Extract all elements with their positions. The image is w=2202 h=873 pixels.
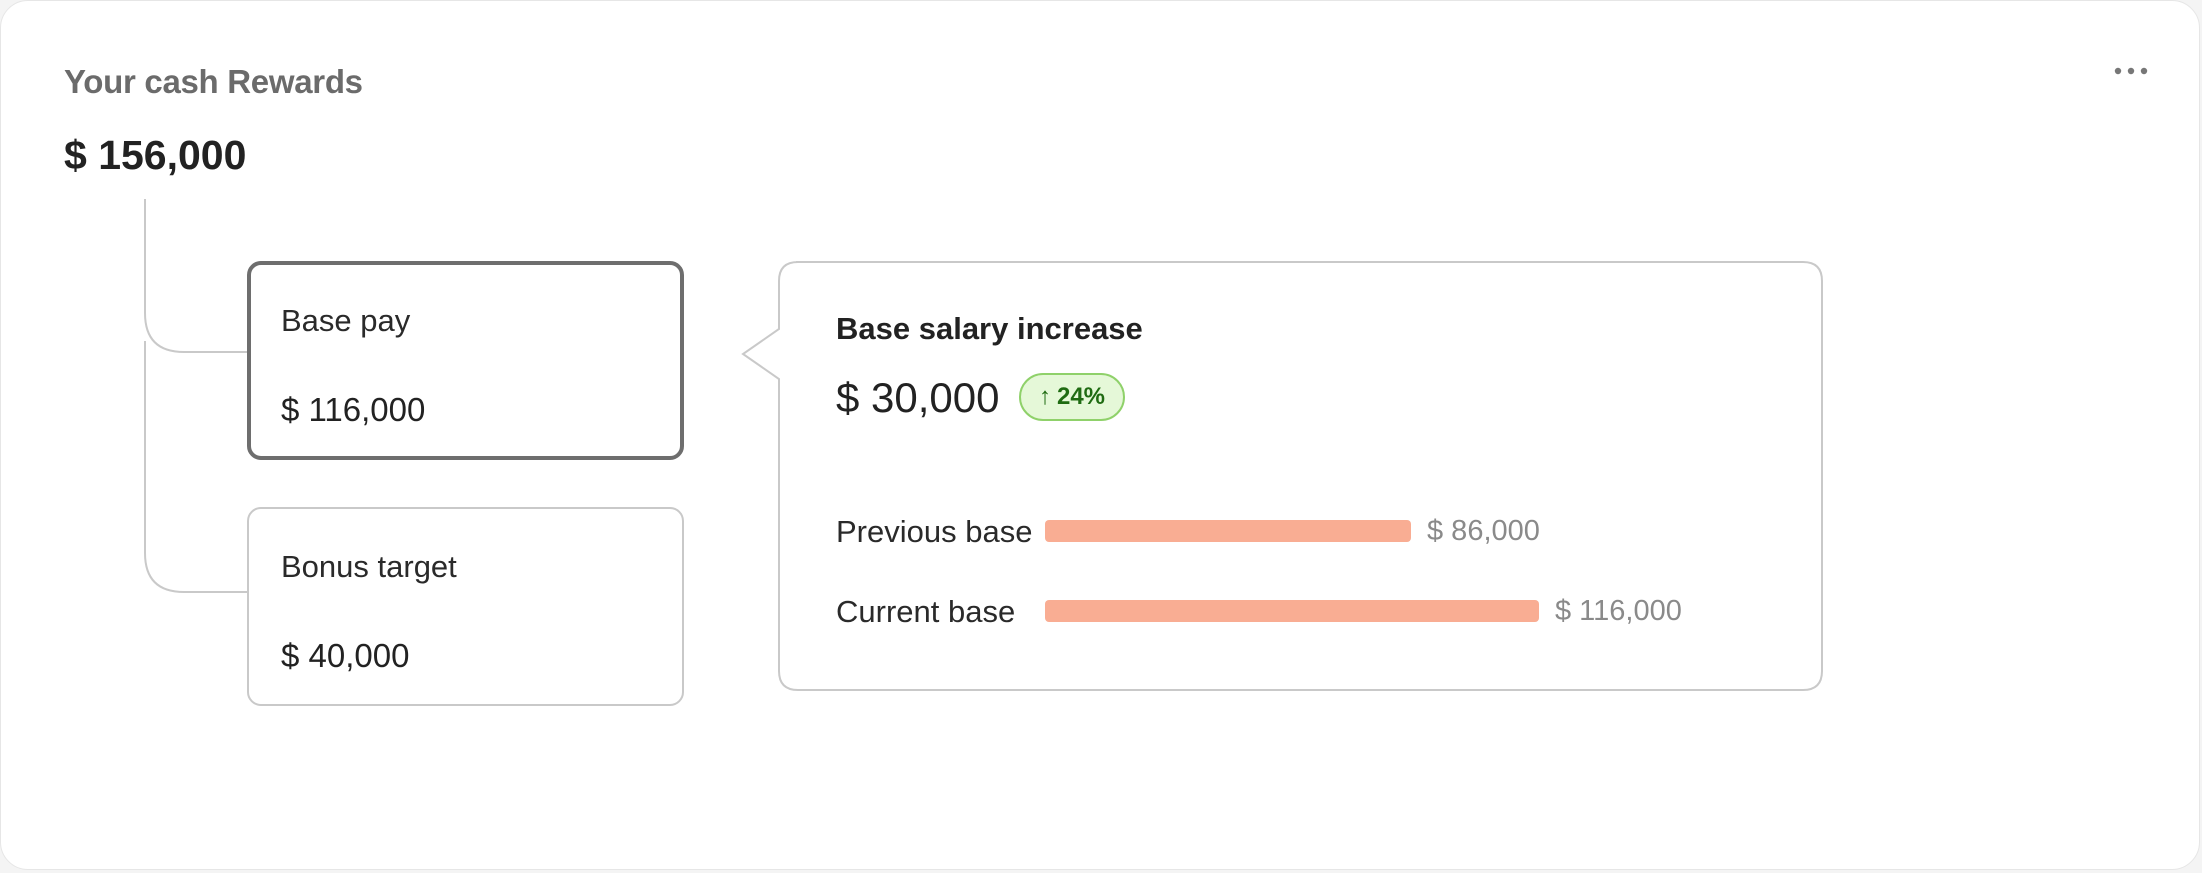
- arrow-up-icon: ↑: [1038, 383, 1051, 410]
- previous-base-value: $ 86,000: [1427, 515, 1540, 547]
- change-percent: 24%: [1056, 383, 1106, 410]
- current-base-value: $ 116,000: [1555, 595, 1682, 627]
- bonus-target-value: $ 40,000: [281, 637, 410, 674]
- base-pay-value: $ 116,000: [281, 391, 426, 428]
- change-badge: ↑ 24%: [1019, 373, 1125, 421]
- previous-base-bar: [1045, 520, 1411, 542]
- bonus-target-label: Bonus target: [281, 549, 457, 584]
- detail-amount: $ 30,000: [836, 374, 1000, 421]
- card-title: Your cash Rewards: [64, 63, 363, 100]
- current-base-label: Current base: [836, 594, 1016, 629]
- previous-base-label: Previous base: [836, 514, 1033, 549]
- current-base-bar: [1045, 600, 1539, 622]
- bonus-target-card[interactable]: Bonus target $ 40,000: [247, 507, 684, 706]
- detail-title: Base salary increase: [836, 311, 1143, 346]
- more-horizontal-icon: [2114, 67, 2148, 75]
- base-pay-label: Base pay: [281, 303, 411, 338]
- base-pay-card[interactable]: Base pay $ 116,000: [247, 261, 684, 460]
- more-options-button[interactable]: [2109, 57, 2153, 85]
- total-cash-rewards: $ 156,000: [64, 132, 247, 178]
